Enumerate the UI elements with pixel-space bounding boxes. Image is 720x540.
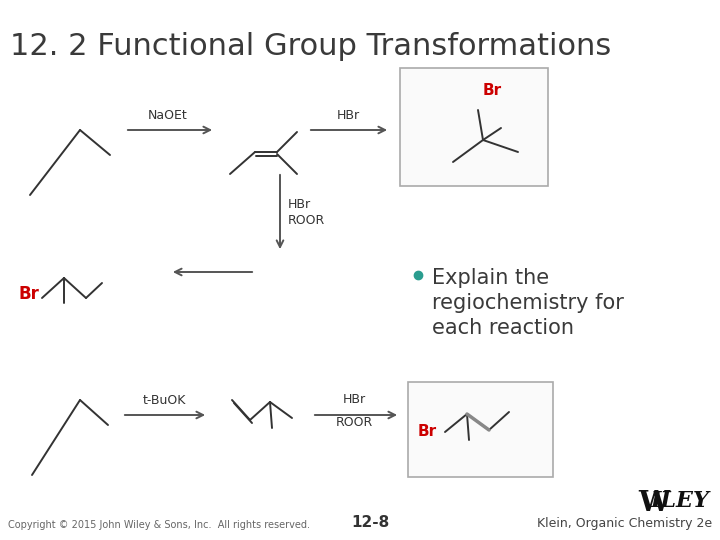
- Text: Br: Br: [18, 285, 39, 303]
- Text: 12. 2 Functional Group Transformations: 12. 2 Functional Group Transformations: [10, 32, 611, 61]
- Text: Explain the: Explain the: [432, 268, 549, 288]
- Text: Br: Br: [418, 424, 437, 440]
- Text: HBr: HBr: [336, 109, 359, 122]
- Text: HBr: HBr: [343, 393, 366, 406]
- Bar: [408, 382, 553, 477]
- Text: t-BuOK: t-BuOK: [143, 394, 186, 407]
- Text: NaOEt: NaOEt: [148, 109, 188, 122]
- Text: Copyright © 2015 John Wiley & Sons, Inc.  All rights reserved.: Copyright © 2015 John Wiley & Sons, Inc.…: [8, 520, 310, 530]
- Bar: [400, 68, 548, 186]
- Text: HBr: HBr: [288, 199, 311, 212]
- Text: Klein, Organic Chemistry 2e: Klein, Organic Chemistry 2e: [537, 517, 712, 530]
- Text: ROOR: ROOR: [336, 416, 373, 429]
- Text: W: W: [638, 490, 670, 517]
- Text: regiochemistry for: regiochemistry for: [432, 293, 624, 313]
- Text: ROOR: ROOR: [288, 213, 325, 226]
- Text: each reaction: each reaction: [432, 318, 574, 338]
- Text: 12-8: 12-8: [351, 515, 389, 530]
- Text: Br: Br: [482, 83, 502, 98]
- Text: ILEY: ILEY: [651, 490, 710, 512]
